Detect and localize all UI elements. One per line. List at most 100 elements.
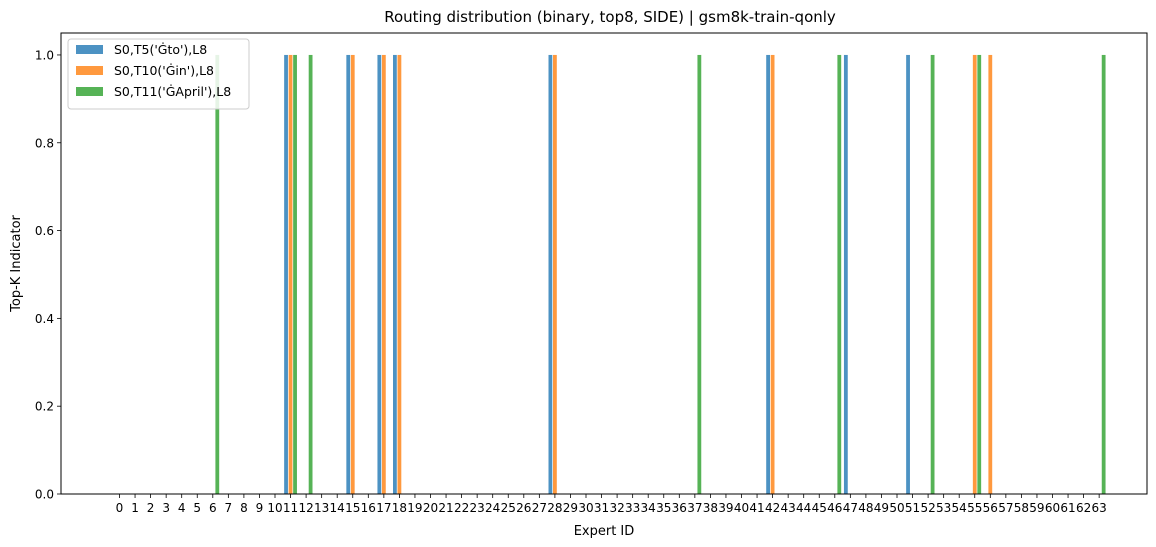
bar-series2-expert-46 [837, 54, 842, 494]
plot-frame [60, 32, 1148, 495]
bar-series0-expert-18 [393, 54, 397, 494]
x-tick-label: 33 [625, 501, 640, 515]
bar-series1-expert-11 [288, 54, 293, 494]
x-tick-label: 3 [162, 501, 170, 515]
x-tick-label: 49 [874, 501, 889, 515]
legend-swatch-2 [76, 87, 103, 96]
x-tick-label: 51 [905, 501, 920, 515]
x-tick-label: 62 [1076, 501, 1091, 515]
bar-series0-expert-17 [377, 54, 382, 494]
bar-series2-expert-55 [977, 54, 982, 494]
bar-series1-expert-56 [988, 54, 993, 494]
legend-swatch-1 [76, 66, 103, 75]
bar-series2-expert-52 [930, 54, 935, 494]
x-tick-label: 34 [641, 501, 656, 515]
bar-series2-expert-37 [697, 54, 702, 494]
x-tick-label: 5 [193, 501, 201, 515]
x-tick-label: 14 [330, 501, 345, 515]
x-tick-label: 58 [1014, 501, 1029, 515]
bar-series1-expert-28 [553, 54, 557, 494]
bar-series1-expert-17 [381, 54, 386, 494]
x-tick-label: 60 [1045, 501, 1060, 515]
bar-series0-expert-15 [346, 54, 351, 494]
x-tick-label: 41 [749, 501, 764, 515]
x-tick-label: 21 [438, 501, 453, 515]
x-tick-label: 47 [843, 501, 858, 515]
bar-series2-expert-6 [215, 54, 220, 494]
x-tick-label: 10 [267, 501, 282, 515]
bar-series2-expert-63 [1101, 54, 1106, 494]
x-tick-label: 44 [796, 501, 811, 515]
x-tick-label: 48 [858, 501, 873, 515]
x-tick-label: 27 [532, 501, 547, 515]
x-tick-label: 35 [656, 501, 671, 515]
x-tick-label: 55 [967, 501, 982, 515]
x-tick-label: 56 [983, 501, 998, 515]
x-tick-label: 4 [178, 501, 186, 515]
x-tick-label: 25 [501, 501, 516, 515]
x-tick-label: 28 [547, 501, 562, 515]
x-tick-label: 18 [392, 501, 407, 515]
x-tick-label: 45 [812, 501, 827, 515]
x-tick-label: 29 [563, 501, 578, 515]
x-tick-label: 38 [703, 501, 718, 515]
bars-group [215, 54, 1106, 494]
x-tick-label: 19 [407, 501, 422, 515]
x-tick-label: 36 [672, 501, 687, 515]
x-tick-label: 11 [283, 501, 298, 515]
x-axis-ticks: 0 1 2 3 4 5 6 7 8 9 10 11 12 13 14 15 16 17 18 19 20 21 22 23 24… [116, 494, 1107, 515]
x-tick-label: 9 [256, 501, 264, 515]
x-tick-label: 8 [240, 501, 248, 515]
y-axis-label: Top-K Indicator [9, 214, 24, 312]
bar-series1-expert-15 [350, 54, 355, 494]
x-tick-label: 17 [376, 501, 391, 515]
bar-series2-expert-11 [293, 54, 297, 494]
y-tick-label: 0.0 [35, 488, 54, 502]
bar-series1-expert-18 [397, 54, 402, 494]
x-axis-label: Expert ID [574, 524, 635, 539]
bar-series0-expert-42 [766, 54, 770, 494]
legend-label-2: S0,T11('ĠApril'),L8 [114, 83, 231, 99]
bar-series0-expert-11 [284, 54, 288, 494]
x-tick-label: 1 [131, 501, 139, 515]
legend-swatch-0 [76, 45, 103, 54]
y-tick-label: 0.6 [35, 224, 54, 238]
x-tick-label: 7 [225, 501, 233, 515]
bar-series0-expert-51 [906, 54, 910, 494]
x-tick-label: 53 [936, 501, 951, 515]
x-tick-label: 52 [920, 501, 935, 515]
x-tick-label: 15 [345, 501, 360, 515]
legend: S0,T5('Ġto'),L8 S0,T10('Ġin'),L8 S0,T11('Ġ… [67, 38, 250, 110]
x-tick-label: 13 [314, 501, 329, 515]
y-tick-label: 1.0 [35, 48, 54, 62]
x-tick-label: 37 [687, 501, 702, 515]
bar-series0-expert-28 [548, 54, 553, 494]
x-tick-label: 16 [361, 501, 376, 515]
x-tick-label: 63 [1092, 501, 1107, 515]
y-tick-label: 0.8 [35, 136, 54, 150]
x-tick-label: 22 [454, 501, 469, 515]
x-tick-label: 0 [116, 501, 124, 515]
x-tick-label: 31 [594, 501, 609, 515]
x-tick-label: 32 [609, 501, 624, 515]
x-tick-label: 26 [516, 501, 531, 515]
x-tick-label: 12 [298, 501, 313, 515]
legend-label-0: S0,T5('Ġto'),L8 [114, 41, 207, 57]
x-tick-label: 61 [1060, 501, 1075, 515]
x-tick-label: 20 [423, 501, 438, 515]
x-tick-label: 42 [765, 501, 780, 515]
x-tick-label: 40 [734, 501, 749, 515]
bar-series0-expert-47 [843, 54, 848, 494]
chart-title: Routing distribution (binary, top8, SIDE… [384, 8, 836, 26]
x-tick-label: 54 [952, 501, 967, 515]
x-tick-label: 59 [1029, 501, 1044, 515]
x-tick-label: 57 [998, 501, 1013, 515]
y-tick-label: 0.4 [35, 312, 54, 326]
x-tick-label: 23 [470, 501, 485, 515]
bar-series1-expert-42 [770, 54, 775, 494]
x-tick-label: 30 [578, 501, 593, 515]
bar-series2-expert-12 [308, 54, 313, 494]
x-tick-label: 24 [485, 501, 500, 515]
x-tick-label: 46 [827, 501, 842, 515]
